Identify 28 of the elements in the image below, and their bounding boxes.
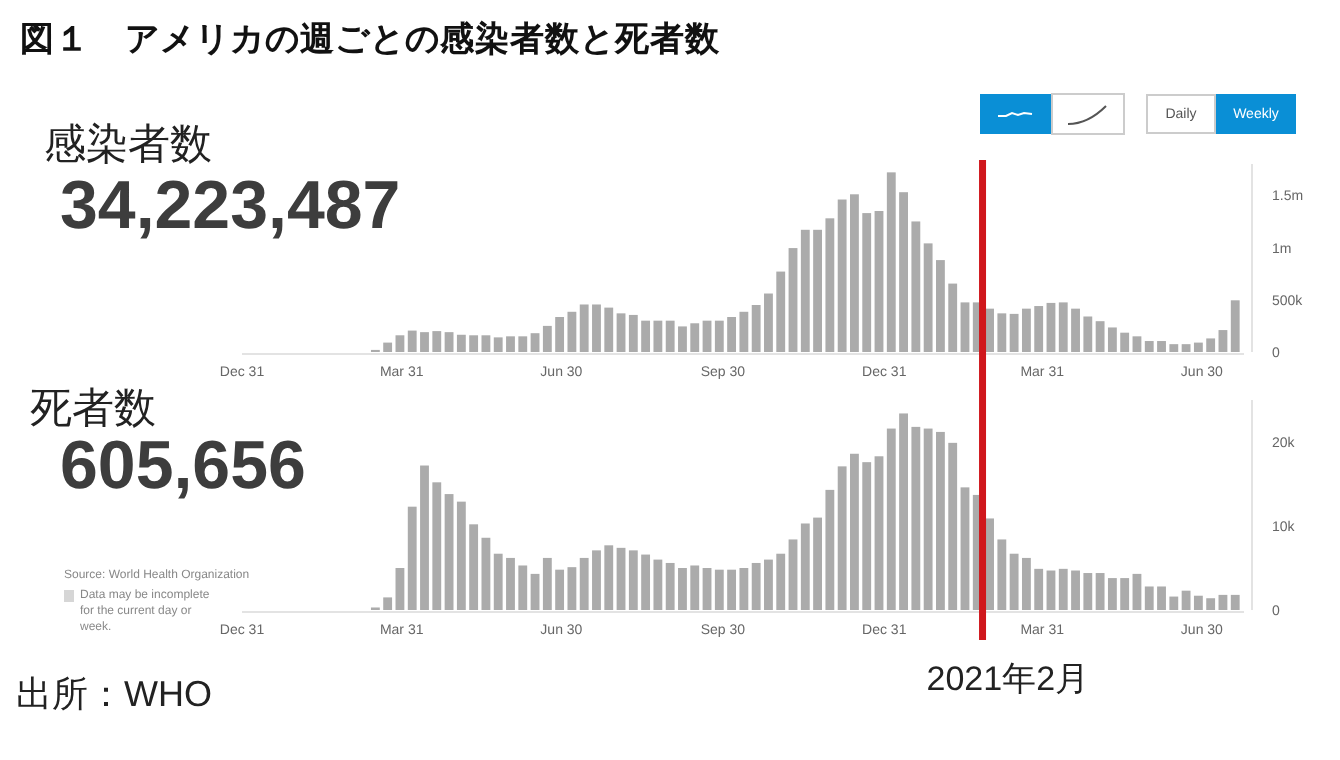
bar (1230, 594, 1240, 610)
bar (874, 211, 884, 352)
bar (444, 332, 454, 352)
bar (1132, 336, 1142, 352)
bar (702, 568, 712, 610)
chart-title: 図１ アメリカの週ごとの感染者数と死者数 (20, 18, 720, 62)
bar (395, 335, 405, 352)
ref-line-label: 2021年2月 (926, 658, 1090, 702)
bar (788, 539, 798, 610)
bar (530, 333, 540, 352)
bar (444, 494, 454, 610)
bar (1218, 594, 1228, 610)
bar (616, 547, 626, 610)
bar (702, 320, 712, 352)
chart-subtitle: 感染者数 (44, 120, 212, 172)
bar (1218, 330, 1228, 352)
bar (874, 456, 884, 610)
bar (1132, 573, 1142, 610)
bar (960, 302, 970, 352)
bar (1046, 302, 1056, 352)
annotation: 34,223,487 (60, 168, 401, 246)
bar (530, 573, 540, 610)
bar (616, 313, 626, 352)
bar (960, 487, 970, 610)
text: 出所：WHO (16, 672, 212, 718)
bar (788, 248, 798, 352)
bar (395, 568, 405, 610)
bar (1230, 300, 1240, 352)
